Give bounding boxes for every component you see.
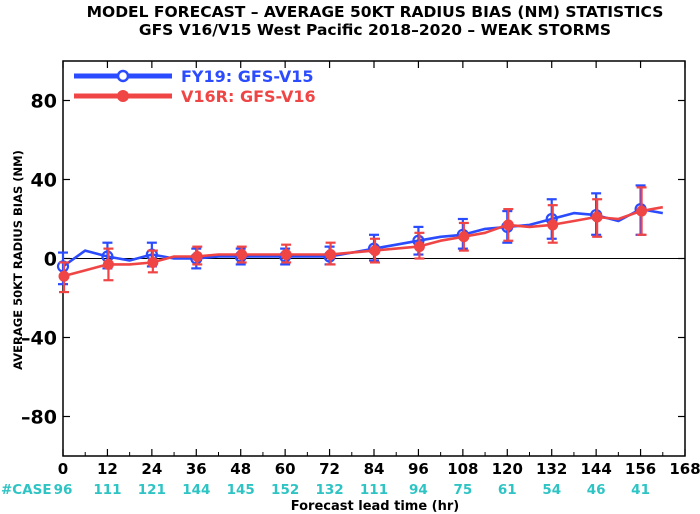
x-tick-label: 24 [141,460,162,478]
case-count: 111 [360,482,388,498]
x-tick-label: 144 [580,460,611,478]
case-count: 61 [498,482,517,498]
case-count: 132 [315,482,343,498]
series-line [62,205,664,278]
axes: 0 12 24 36 48 60 72 84 96 108 120 132 144 156 168 80 40 0… [21,61,700,478]
series-gfs-v16 [58,186,664,294]
data-point [502,219,514,231]
y-tick-label: –40 [21,328,57,350]
data-point [58,270,70,282]
case-count: 94 [409,482,428,498]
data-point [591,211,603,223]
x-tick-label: 120 [492,460,523,478]
y-tick-label: 80 [31,91,57,113]
case-row-label: #CASE [1,482,52,498]
legend-label: FY19: GFS-V15 [181,67,313,86]
chart-subtitle: GFS V16/V15 West Pacific 2018–2020 – WEA… [139,21,611,39]
data-point [636,205,648,217]
case-count: 111 [93,482,121,498]
data-point [191,251,203,263]
data-point [325,249,337,261]
x-tick-label: 84 [364,460,385,478]
case-count: 46 [587,482,606,498]
data-point [458,231,470,243]
y-axis-label: AVERAGE 50KT RADIUS BIAS (NM) [11,150,25,370]
y-tick-label: –80 [21,407,57,429]
x-tick-label: 72 [319,460,340,478]
case-count: 121 [138,482,166,498]
data-point [369,245,381,257]
case-count-row: #CASE 96 111 121 144 145 152 132 111 94 75 61 54 46 41 [1,482,650,498]
legend-marker [117,90,129,102]
data-point [147,256,159,268]
x-tick-label: 0 [58,460,68,478]
case-count: 152 [271,482,299,498]
data-point [236,249,248,261]
legend-marker [116,69,130,83]
case-count: 144 [182,482,210,498]
series-gfs-v15 [56,184,664,286]
y-tick-label: 40 [31,170,57,192]
case-count: 145 [227,482,255,498]
case-count: 96 [54,482,73,498]
x-tick-label: 132 [536,460,567,478]
series-group [56,184,664,294]
x-tick-label: 156 [625,460,656,478]
case-count: 41 [631,482,650,498]
case-count: 54 [542,482,561,498]
x-tick-label: 36 [186,460,207,478]
data-point [547,219,559,231]
x-tick-label: 108 [447,460,478,478]
x-tick-label: 96 [408,460,429,478]
x-tick-label: 60 [275,460,296,478]
legend-label: V16R: GFS-V16 [181,87,316,106]
x-axis-label: Forecast lead time (hr) [291,499,459,514]
data-point [413,241,425,253]
y-tick-label: 0 [44,249,57,271]
x-tick-label: 48 [230,460,251,478]
chart-title: MODEL FORECAST – AVERAGE 50KT RADIUS BIA… [87,3,664,21]
data-point [102,258,114,270]
x-tick-label: 12 [97,460,118,478]
case-count: 75 [453,482,472,498]
x-tick-label: 168 [669,460,700,478]
data-point [280,249,292,261]
